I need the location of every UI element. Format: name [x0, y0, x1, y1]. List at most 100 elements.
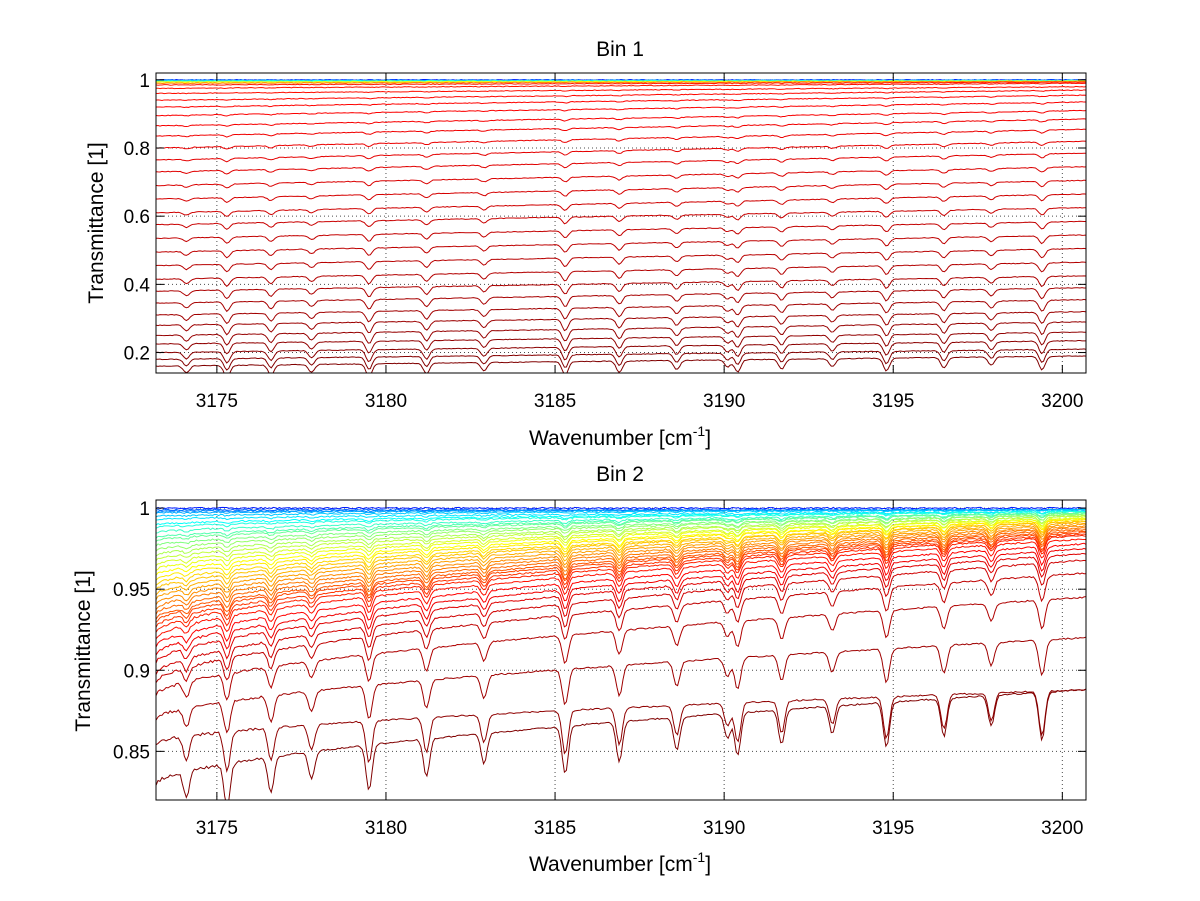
x-tick-label: 3200 — [1041, 818, 1083, 839]
x-tick-label: 3185 — [534, 391, 576, 412]
y-tick-label: 0.95 — [113, 580, 150, 601]
grid — [156, 73, 1086, 373]
series-line — [156, 506, 1086, 510]
plot-area — [156, 78, 1086, 373]
series-line — [156, 80, 1086, 83]
y-tick-label: 0.9 — [124, 661, 150, 682]
y-tick-label: 0.4 — [124, 275, 151, 296]
x-tick-label: 3175 — [196, 818, 238, 839]
x-axis-label-superscript: -1 — [693, 849, 706, 865]
series-line — [156, 513, 1086, 552]
series-line — [156, 688, 1086, 773]
series-line — [156, 339, 1086, 364]
y-axis-label: Transmittance [1] — [72, 570, 95, 731]
series-line — [156, 542, 1086, 648]
chart-title: Bin 2 — [596, 463, 644, 486]
series-line — [156, 82, 1086, 90]
series-line — [156, 206, 1086, 230]
y-tick-label: 1 — [139, 71, 150, 92]
axes-frame — [155, 72, 1087, 374]
series-line — [156, 523, 1086, 601]
series-line — [156, 247, 1086, 273]
series-line — [156, 636, 1086, 734]
x-tick-label: 3195 — [872, 818, 914, 839]
x-axis-label-text: Wavenumber [cm — [529, 427, 693, 450]
y-ticks: 0.85 0.9 0.95 1 — [113, 499, 1086, 763]
series-line — [156, 538, 1086, 640]
series-group — [156, 506, 1086, 800]
series-line — [156, 287, 1086, 313]
series-line — [156, 510, 1086, 526]
y-tick-label: 0.2 — [124, 344, 150, 365]
y-tick-label: 0.8 — [124, 139, 150, 160]
series-line — [156, 552, 1086, 664]
series-line — [156, 348, 1086, 371]
x-tick-label: 3195 — [872, 391, 914, 412]
series-line — [156, 508, 1086, 518]
series-line — [156, 140, 1086, 163]
series-line — [156, 525, 1086, 605]
series-line — [156, 547, 1086, 656]
series-line — [156, 688, 1086, 800]
series-line — [156, 80, 1086, 85]
chart-bin-1: Bin 1 3175 3180 3185 3190 3195 3200 0.2 0.4 0.6… — [85, 38, 1087, 450]
series-line — [156, 518, 1086, 581]
series-line — [156, 321, 1086, 346]
series-line — [156, 522, 1086, 596]
series-line — [156, 331, 1086, 355]
series-line — [156, 94, 1086, 108]
series-line — [156, 511, 1086, 539]
y-ticks: 0.2 0.4 0.6 0.8 1 — [124, 71, 1086, 365]
series-line — [156, 516, 1086, 571]
x-axis-label-end: ] — [705, 427, 711, 450]
x-axis-label-text: Wavenumber [cm — [529, 853, 693, 876]
axes-frame — [155, 499, 1087, 801]
x-tick-label: 3175 — [196, 391, 238, 412]
series-line — [156, 515, 1086, 557]
series-line — [156, 193, 1086, 217]
series-line — [156, 527, 1086, 610]
series-line — [156, 512, 1086, 542]
series-line — [156, 531, 1086, 623]
series-line — [156, 118, 1086, 138]
grid — [156, 500, 1086, 800]
x-axis-label: Wavenumber [cm-1] — [529, 849, 711, 876]
series-line — [156, 128, 1086, 150]
series-line — [156, 85, 1086, 95]
series-line — [156, 101, 1086, 117]
series-line — [156, 513, 1086, 547]
series-line — [156, 310, 1086, 336]
series-line — [156, 89, 1086, 101]
x-ticks: 3175 3180 3185 3190 3195 3200 — [196, 500, 1083, 839]
x-tick-label: 3180 — [365, 391, 407, 412]
x-tick-label: 3200 — [1041, 391, 1083, 412]
y-tick-label: 0.85 — [113, 742, 150, 763]
series-line — [156, 275, 1086, 300]
x-tick-label: 3190 — [703, 391, 745, 412]
series-line — [156, 234, 1086, 259]
series-line — [156, 298, 1086, 325]
y-axis-label: Transmittance [1] — [85, 142, 108, 303]
plot-area — [156, 506, 1086, 800]
chart-title: Bin 1 — [596, 38, 644, 61]
x-tick-label: 3190 — [703, 818, 745, 839]
series-line — [156, 520, 1086, 591]
series-line — [156, 152, 1086, 175]
series-group — [156, 78, 1086, 373]
y-tick-label: 1 — [139, 499, 150, 520]
series-line — [156, 515, 1086, 562]
series-line — [156, 528, 1086, 615]
series-line — [156, 572, 1086, 684]
series-line — [156, 533, 1086, 628]
series-line — [156, 179, 1086, 203]
x-ticks: 3175 3180 3185 3190 3195 3200 — [196, 73, 1083, 412]
series-line — [156, 510, 1086, 529]
x-axis-label: Wavenumber [cm-1] — [529, 423, 711, 450]
series-line — [156, 109, 1086, 128]
series-line — [156, 596, 1086, 701]
series-line — [156, 355, 1086, 373]
x-tick-label: 3180 — [365, 818, 407, 839]
x-axis-label-superscript: -1 — [693, 423, 706, 439]
series-line — [156, 534, 1086, 633]
